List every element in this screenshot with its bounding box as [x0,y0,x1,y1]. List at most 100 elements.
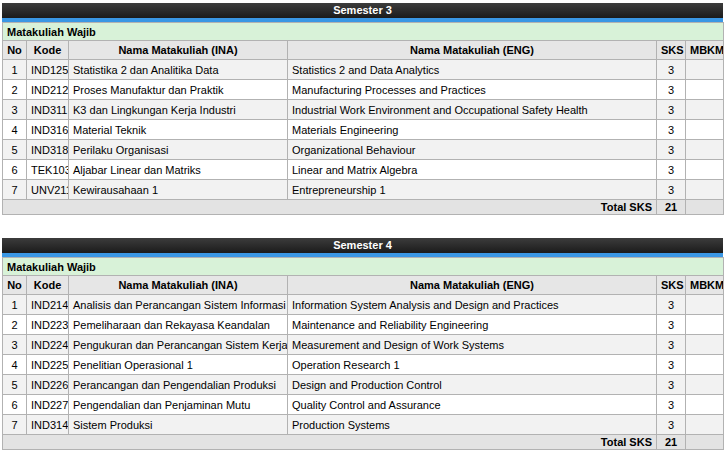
sks-cell: 3 [657,60,686,80]
kode-cell: IND214 [27,295,69,315]
semester-3-title-bar: Semester 3 [2,3,723,18]
ina-cell: Kewirausahaan 1 [69,180,288,200]
kode-cell: IND223 [27,315,69,335]
course-row: 6 IND227 Pengendalian dan Penjaminan Mut… [3,395,724,415]
eng-cell: Industrial Work Environment and Occupati… [288,100,657,120]
sks-cell: 3 [657,295,686,315]
sks-cell: 3 [657,375,686,395]
kode-cell: IND314 [27,415,69,435]
column-header-row: No Kode Nama Matakuliah (INA) Nama Matak… [3,276,724,295]
sks-cell: 3 [657,415,686,435]
eng-cell: Measurement and Design of Work Systems [288,335,657,355]
course-row: 4 IND225 Penelitian Operasional 1 Operat… [3,355,724,375]
ina-cell: Analisis dan Perancangan Sistem Informas… [69,295,288,315]
kode-cell: IND125 [27,60,69,80]
total-sks-label: Total SKS [3,200,657,215]
sks-cell: 3 [657,355,686,375]
sks-cell: 3 [657,395,686,415]
col-kode: Kode [27,41,69,60]
kode-cell: IND311 [27,100,69,120]
mbkm-cell [686,180,724,200]
mbkm-cell [686,140,724,160]
mbkm-cell [686,335,724,355]
semester-4-block: Semester 4 Matakuliah Wajib No Kode Nama… [2,238,723,450]
mbkm-cell [686,415,724,435]
no-cell: 7 [3,415,27,435]
col-no: No [3,276,27,295]
kode-cell: IND227 [27,395,69,415]
page: Semester 3 Matakuliah Wajib No Kode Nama… [0,0,725,450]
eng-cell: Entrepreneurship 1 [288,180,657,200]
kode-cell: TEK103 [27,160,69,180]
ina-cell: Sistem Produksi [69,415,288,435]
course-row: 3 IND224 Pengukuran dan Perancangan Sist… [3,335,724,355]
ina-cell: K3 dan Lingkungan Kerja Industri [69,100,288,120]
mbkm-cell [686,120,724,140]
no-cell: 3 [3,335,27,355]
total-sks-label: Total SKS [3,435,657,450]
course-row: 7 IND314 Sistem Produksi Production Syst… [3,415,724,435]
course-row: 4 IND316 Material Teknik Materials Engin… [3,120,724,140]
col-sks: SKS [657,276,686,295]
no-cell: 7 [3,180,27,200]
mbkm-cell [686,395,724,415]
kode-cell: IND316 [27,120,69,140]
ina-cell: Material Teknik [69,120,288,140]
section-row: Matakuliah Wajib [3,23,724,41]
mbkm-cell [686,295,724,315]
total-mbkm-cell [686,200,724,215]
course-row: 3 IND311 K3 dan Lingkungan Kerja Industr… [3,100,724,120]
ina-cell: Aljabar Linear dan Matriks [69,160,288,180]
no-cell: 6 [3,395,27,415]
ina-cell: Perilaku Organisasi [69,140,288,160]
eng-cell: Maintenance and Reliability Engineering [288,315,657,335]
ina-cell: Penelitian Operasional 1 [69,355,288,375]
col-sks: SKS [657,41,686,60]
section-row: Matakuliah Wajib [3,258,724,276]
mbkm-cell [686,355,724,375]
eng-cell: Production Systems [288,415,657,435]
col-eng: Nama Matakuliah (ENG) [288,41,657,60]
kode-cell: IND318 [27,140,69,160]
no-cell: 5 [3,140,27,160]
no-cell: 4 [3,120,27,140]
sks-cell: 3 [657,120,686,140]
eng-cell: Materials Engineering [288,120,657,140]
mbkm-cell [686,375,724,395]
col-ina: Nama Matakuliah (INA) [69,276,288,295]
sks-cell: 3 [657,140,686,160]
total-sks-value: 21 [657,200,686,215]
col-no: No [3,41,27,60]
eng-cell: Design and Production Control [288,375,657,395]
total-row: Total SKS 21 [3,200,724,215]
ina-cell: Perancangan dan Pengendalian Produksi [69,375,288,395]
no-cell: 2 [3,80,27,100]
sks-cell: 3 [657,315,686,335]
kode-cell: IND212 [27,80,69,100]
course-row: 2 IND212 Proses Manufaktur dan Praktik M… [3,80,724,100]
ina-cell: Pengendalian dan Penjaminan Mutu [69,395,288,415]
eng-cell: Operation Research 1 [288,355,657,375]
kode-cell: IND225 [27,355,69,375]
course-row: 1 IND125 Statistika 2 dan Analitika Data… [3,60,724,80]
semester-3-block: Semester 3 Matakuliah Wajib No Kode Nama… [2,3,723,215]
section-label: Matakuliah Wajib [3,258,724,276]
column-header-row: No Kode Nama Matakuliah (INA) Nama Matak… [3,41,724,60]
mbkm-cell [686,80,724,100]
mbkm-cell [686,315,724,335]
eng-cell: Linear and Matrix Algebra [288,160,657,180]
no-cell: 3 [3,100,27,120]
total-row: Total SKS 21 [3,435,724,450]
no-cell: 2 [3,315,27,335]
col-mbkm: MBKM [686,41,724,60]
semester-3-course-table: Matakuliah Wajib No Kode Nama Matakuliah… [2,22,724,215]
mbkm-cell [686,60,724,80]
col-kode: Kode [27,276,69,295]
sks-cell: 3 [657,80,686,100]
course-row: 7 UNV211 Kewirausahaan 1 Entrepreneurshi… [3,180,724,200]
eng-cell: Statistics 2 and Data Analytics [288,60,657,80]
eng-cell: Information System Analysis and Design a… [288,295,657,315]
sks-cell: 3 [657,180,686,200]
no-cell: 5 [3,375,27,395]
sks-cell: 3 [657,335,686,355]
